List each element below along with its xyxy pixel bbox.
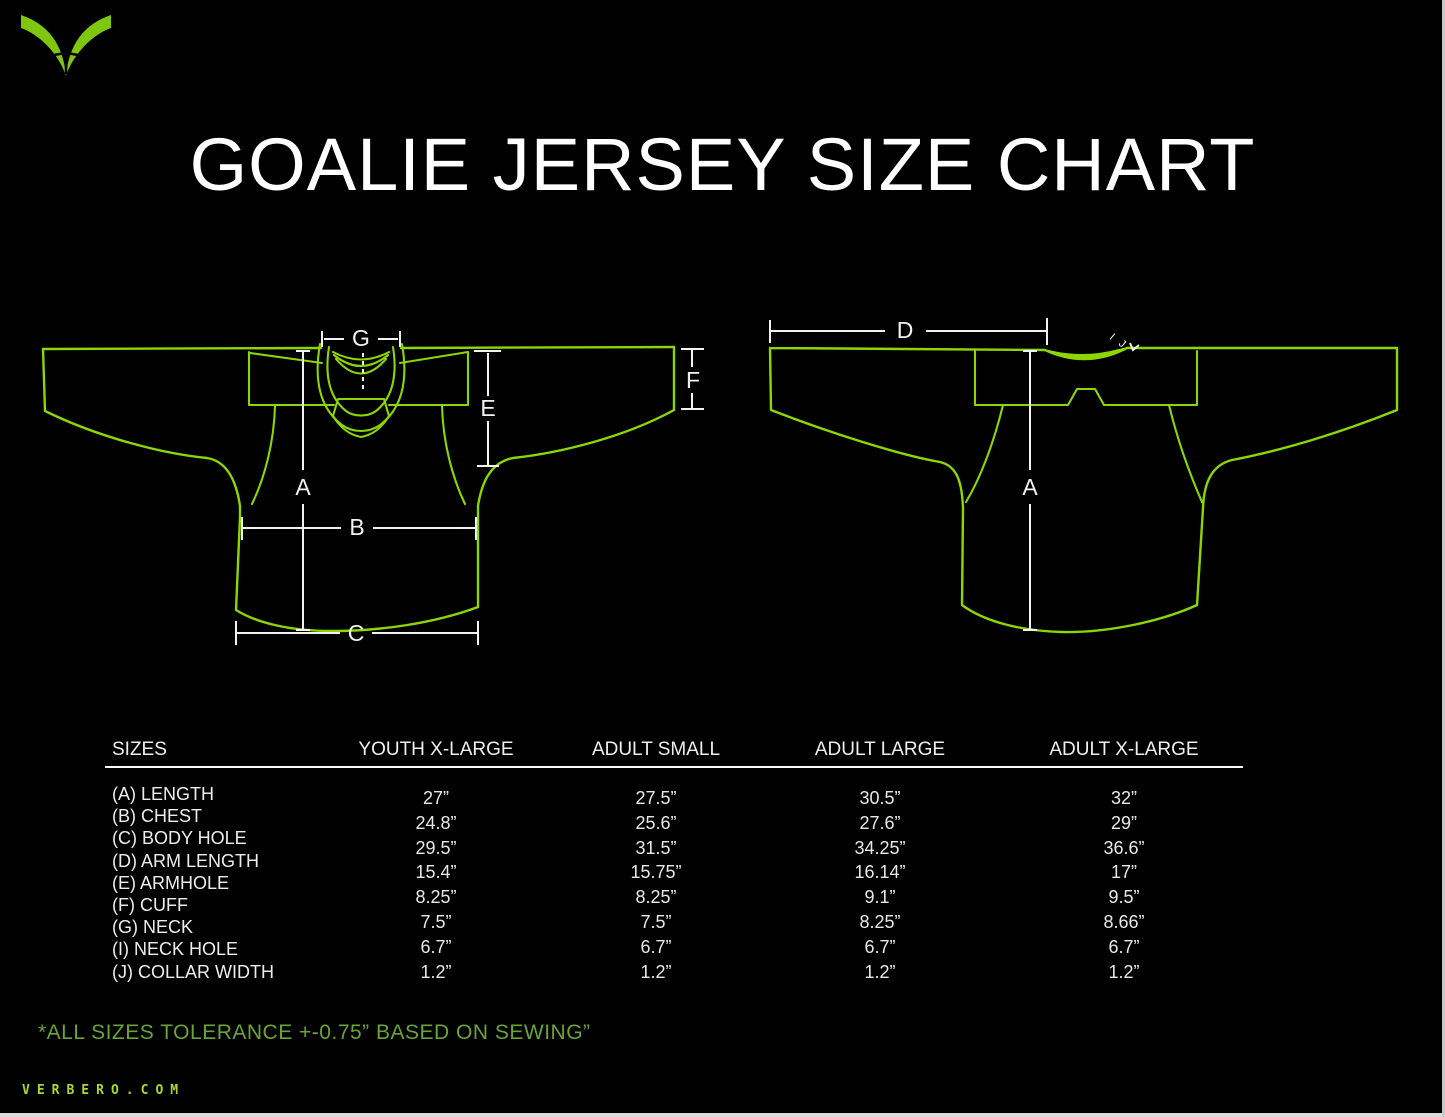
measurement-labels-column: (A) LENGTH (B) CHEST (C) BODY HOLE (D) A…	[112, 783, 274, 983]
column-header-sizes: SIZES	[112, 739, 167, 760]
size-value: 27.5”	[635, 788, 677, 808]
size-value: 34.25”	[854, 837, 906, 858]
size-value: 8.25”	[415, 887, 457, 908]
size-value: 8.66”	[1103, 911, 1145, 932]
values-column-adult-large: 30.5” 27.6” 34.25” 16.14” 9.1” 8.25” 6.7…	[854, 786, 905, 984]
size-value: 6.7”	[864, 936, 896, 957]
website-label: VERBERO.COM	[22, 1083, 186, 1098]
front-jersey-diagram: G F E A B C	[41, 325, 704, 646]
size-value: 24.8”	[415, 812, 457, 833]
size-value: 27”	[422, 788, 449, 808]
column-header-adult-x-large: ADULT X-LARGE	[1049, 739, 1199, 760]
row-label: (A) LENGTH	[112, 784, 215, 804]
jersey-diagrams: G F E A B C D A I J	[41, 317, 1399, 646]
row-label: (E) ARMHOLE	[112, 872, 230, 893]
column-header-adult-large: ADULT LARGE	[814, 739, 946, 760]
dimension-label-g: G	[352, 325, 370, 351]
size-value: 6.7”	[1108, 936, 1140, 957]
size-value: 30.5”	[859, 788, 901, 808]
size-value: 29.5”	[415, 837, 457, 858]
size-value: 9.1”	[864, 887, 896, 908]
dimension-label-b: B	[349, 514, 364, 540]
size-value: 15.4”	[415, 862, 457, 883]
bottom-edge-strip	[0, 1113, 1445, 1117]
size-value: 1.2”	[640, 961, 672, 982]
values-column-adult-small: 27.5” 25.6” 31.5” 15.75” 8.25” 7.5” 6.7”…	[630, 786, 681, 984]
row-label: (J) COLLAR WIDTH	[112, 961, 274, 982]
tolerance-footnote: *ALL SIZES TOLERANCE +-0.75” BASED ON SE…	[38, 1021, 591, 1044]
size-value: 1.2”	[1108, 961, 1140, 982]
column-header-youth-x-large: YOUTH X-LARGE	[358, 739, 514, 760]
back-jersey-diagram: D A I J	[768, 317, 1399, 634]
dimension-label-j: J	[1116, 338, 1128, 351]
size-value: 27.6”	[859, 812, 901, 833]
size-value: 25.6”	[635, 812, 677, 833]
size-value: 36.6”	[1103, 837, 1145, 858]
header-divider	[105, 766, 1243, 768]
size-value: 1.2”	[864, 961, 896, 982]
dimension-label-f: F	[686, 367, 700, 393]
size-value: 29”	[1110, 812, 1137, 833]
size-value: 8.25”	[635, 887, 677, 908]
size-value: 9.5”	[1108, 887, 1140, 908]
size-value: 15.75”	[630, 862, 682, 883]
page-title: GOALIE JERSEY SIZE CHART	[189, 123, 1256, 206]
row-label: (C) BODY HOLE	[112, 828, 247, 849]
size-value: 7.5”	[420, 911, 452, 932]
row-label: (G) NECK	[112, 917, 193, 938]
dimension-label-d: D	[897, 317, 914, 343]
dimension-label-e: E	[480, 395, 495, 421]
size-value: 8.25”	[859, 911, 901, 932]
size-value: 32”	[1110, 788, 1137, 808]
dimension-label-c: C	[348, 620, 365, 646]
size-value: 6.7”	[420, 936, 452, 957]
size-value: 16.14”	[854, 862, 906, 883]
values-column-youth-x-large: 27” 24.8” 29.5” 15.4” 8.25” 7.5” 6.7” 1.…	[415, 786, 456, 984]
dimension-label-a-back: A	[1022, 474, 1038, 500]
size-value: 1.2”	[420, 961, 452, 982]
row-label: (D) ARM LENGTH	[112, 850, 260, 871]
right-edge-strip	[1442, 0, 1445, 1117]
size-value: 17”	[1110, 862, 1137, 883]
dimension-label-a-front: A	[295, 474, 311, 500]
row-label: (I) NECK HOLE	[112, 939, 239, 960]
row-label: (B) CHEST	[112, 806, 202, 827]
size-value: 6.7”	[640, 936, 672, 957]
verbero-logo-icon	[21, 15, 111, 76]
column-header-adult-small: ADULT SMALL	[591, 739, 721, 760]
row-label: (F) CUFF	[112, 894, 188, 915]
values-column-adult-x-large: 32” 29” 36.6” 17” 9.5” 8.66” 6.7” 1.2”	[1103, 786, 1144, 984]
size-value: 7.5”	[640, 911, 672, 932]
size-value: 31.5”	[635, 837, 677, 858]
dimension-label-i: I	[1107, 331, 1117, 342]
